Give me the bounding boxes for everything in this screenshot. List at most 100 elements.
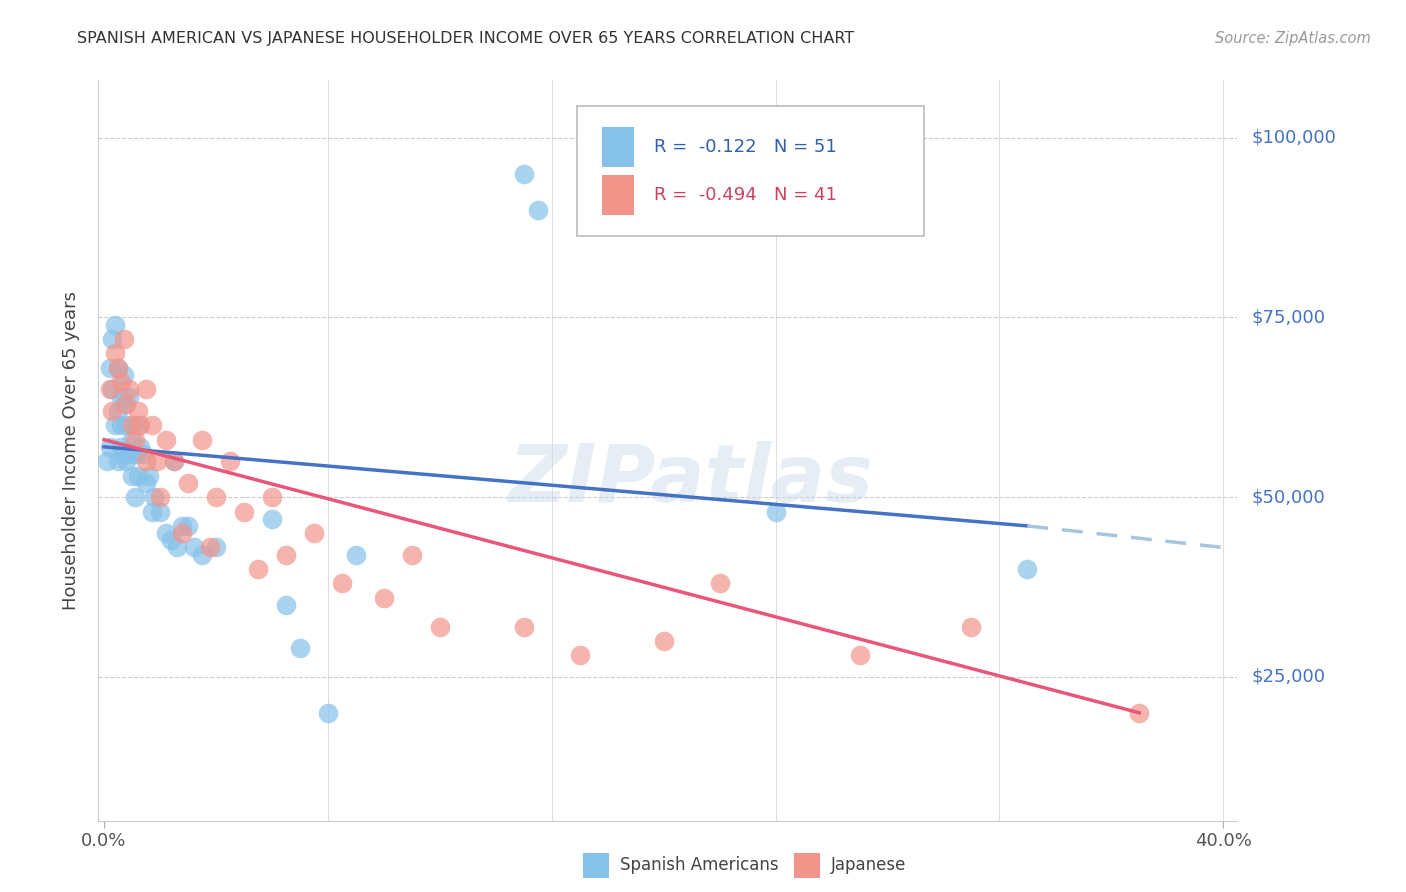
Point bbox=[219, 454, 242, 468]
Point bbox=[146, 454, 169, 468]
Point bbox=[104, 346, 127, 360]
Point bbox=[302, 526, 325, 541]
Point bbox=[101, 404, 124, 418]
Point bbox=[160, 533, 183, 548]
Point bbox=[316, 706, 339, 720]
Point bbox=[330, 576, 353, 591]
Point bbox=[98, 383, 121, 397]
Point bbox=[260, 490, 283, 504]
Point bbox=[124, 490, 146, 504]
Point bbox=[274, 548, 297, 562]
Point bbox=[129, 440, 152, 454]
Point bbox=[129, 418, 152, 433]
Text: $75,000: $75,000 bbox=[1251, 309, 1326, 326]
Point bbox=[200, 541, 222, 555]
Point bbox=[246, 562, 269, 576]
Point bbox=[1017, 562, 1039, 576]
Point bbox=[274, 598, 297, 612]
Point bbox=[121, 418, 143, 433]
Point bbox=[172, 526, 194, 541]
Point bbox=[135, 383, 157, 397]
Point bbox=[848, 648, 870, 663]
Point bbox=[110, 418, 132, 433]
Point bbox=[1128, 706, 1150, 720]
Point bbox=[127, 468, 149, 483]
Bar bbox=[602, 175, 634, 215]
Point bbox=[135, 454, 157, 468]
Point bbox=[513, 619, 536, 633]
Point bbox=[344, 548, 367, 562]
Text: $25,000: $25,000 bbox=[1251, 668, 1326, 686]
FancyBboxPatch shape bbox=[576, 106, 924, 235]
Text: Japanese: Japanese bbox=[831, 856, 907, 874]
Point bbox=[526, 202, 548, 217]
Point bbox=[172, 519, 194, 533]
Point bbox=[141, 504, 163, 518]
Point bbox=[177, 519, 200, 533]
Point bbox=[112, 368, 135, 382]
Point bbox=[288, 641, 311, 656]
Point bbox=[401, 548, 423, 562]
Point bbox=[765, 504, 787, 518]
Point bbox=[110, 375, 132, 389]
Point bbox=[98, 440, 121, 454]
Point bbox=[110, 390, 132, 404]
Point bbox=[107, 454, 129, 468]
Point bbox=[115, 418, 138, 433]
Text: R =  -0.494   N = 41: R = -0.494 N = 41 bbox=[654, 186, 837, 204]
Point bbox=[107, 360, 129, 375]
Point bbox=[107, 404, 129, 418]
Text: $100,000: $100,000 bbox=[1251, 128, 1336, 147]
Point bbox=[143, 490, 166, 504]
Point bbox=[163, 454, 186, 468]
Point bbox=[960, 619, 983, 633]
Point bbox=[121, 468, 143, 483]
Point bbox=[149, 490, 172, 504]
Point bbox=[127, 404, 149, 418]
Point bbox=[141, 418, 163, 433]
Text: Spanish Americans: Spanish Americans bbox=[620, 856, 779, 874]
Text: SPANISH AMERICAN VS JAPANESE HOUSEHOLDER INCOME OVER 65 YEARS CORRELATION CHART: SPANISH AMERICAN VS JAPANESE HOUSEHOLDER… bbox=[77, 31, 855, 46]
Point bbox=[124, 447, 146, 461]
Point bbox=[155, 526, 177, 541]
Point bbox=[155, 433, 177, 447]
Point bbox=[166, 541, 188, 555]
Point bbox=[373, 591, 395, 605]
Point bbox=[121, 433, 143, 447]
Point bbox=[115, 454, 138, 468]
Text: R =  -0.122   N = 51: R = -0.122 N = 51 bbox=[654, 138, 837, 156]
Point bbox=[98, 360, 121, 375]
Point bbox=[118, 390, 141, 404]
Point bbox=[709, 576, 731, 591]
Point bbox=[96, 454, 118, 468]
Text: $50,000: $50,000 bbox=[1251, 488, 1324, 506]
Point bbox=[104, 318, 127, 332]
Point bbox=[101, 383, 124, 397]
Point bbox=[127, 418, 149, 433]
Text: ZIPatlas: ZIPatlas bbox=[508, 441, 873, 519]
Point bbox=[112, 332, 135, 346]
Point bbox=[260, 512, 283, 526]
Point bbox=[101, 332, 124, 346]
Point bbox=[135, 475, 157, 490]
Point bbox=[110, 440, 132, 454]
Point bbox=[104, 418, 127, 433]
Point bbox=[115, 397, 138, 411]
Point bbox=[118, 383, 141, 397]
Y-axis label: Householder Income Over 65 years: Householder Income Over 65 years bbox=[62, 291, 80, 610]
Bar bbox=[602, 127, 634, 168]
Point bbox=[205, 541, 228, 555]
Point bbox=[191, 433, 214, 447]
Point bbox=[163, 454, 186, 468]
Point bbox=[183, 541, 205, 555]
Point bbox=[112, 447, 135, 461]
Point bbox=[191, 548, 214, 562]
Point bbox=[652, 634, 675, 648]
Point bbox=[132, 447, 155, 461]
Point bbox=[429, 619, 451, 633]
Point bbox=[138, 468, 160, 483]
Point bbox=[177, 475, 200, 490]
Point bbox=[118, 447, 141, 461]
Point bbox=[149, 504, 172, 518]
Text: Source: ZipAtlas.com: Source: ZipAtlas.com bbox=[1215, 31, 1371, 46]
